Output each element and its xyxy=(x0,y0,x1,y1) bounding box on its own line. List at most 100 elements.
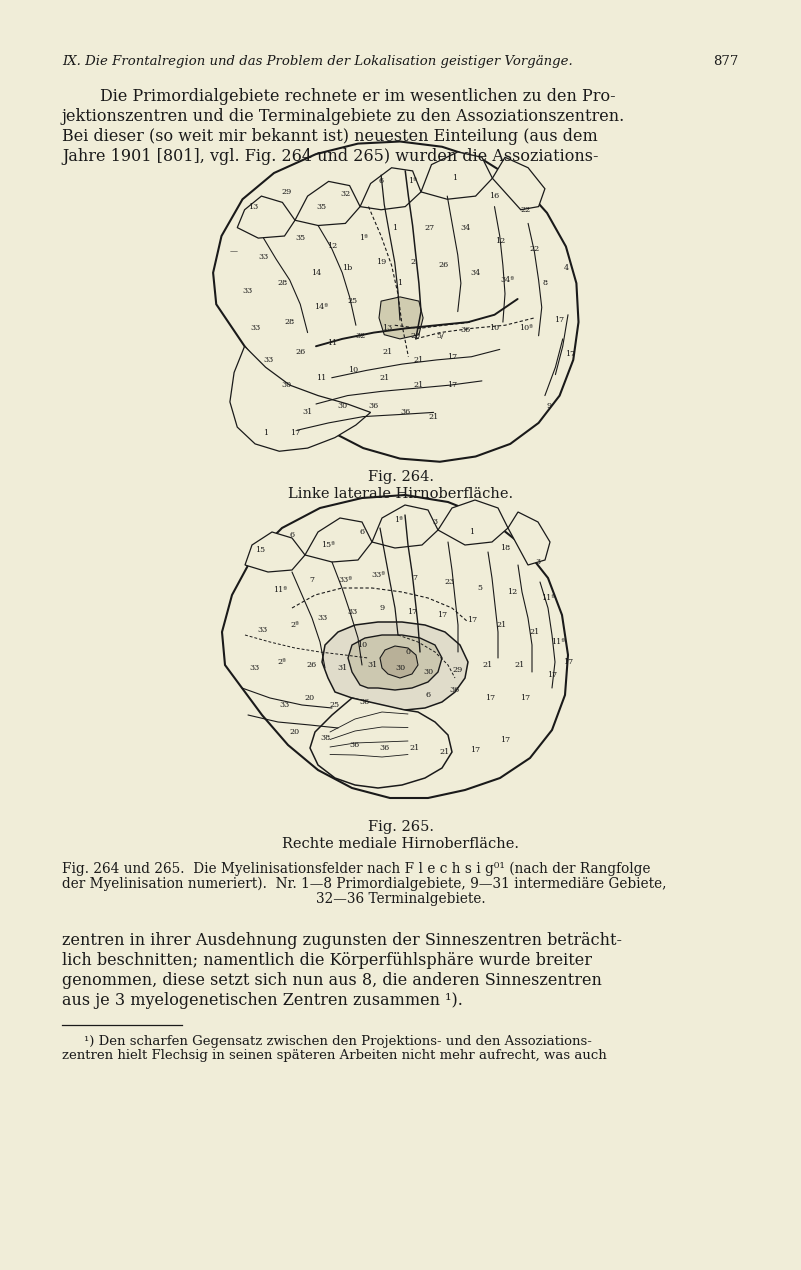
Text: 10: 10 xyxy=(348,367,358,375)
Text: aus je 3 myelogenetischen Zentren zusammen ¹).: aus je 3 myelogenetischen Zentren zusamm… xyxy=(62,992,463,1008)
Text: 21: 21 xyxy=(497,621,507,629)
Text: 21: 21 xyxy=(379,373,389,382)
Text: 36: 36 xyxy=(368,403,379,410)
Text: 32: 32 xyxy=(340,190,351,198)
Text: 18: 18 xyxy=(500,544,510,552)
Text: 22: 22 xyxy=(529,245,540,253)
Text: 32—36 Terminalgebiete.: 32—36 Terminalgebiete. xyxy=(316,892,485,906)
Text: 5: 5 xyxy=(477,584,482,592)
Text: 14ª: 14ª xyxy=(314,304,328,311)
Text: 15: 15 xyxy=(255,546,265,554)
Polygon shape xyxy=(438,500,508,545)
Text: 29: 29 xyxy=(281,188,292,196)
Text: 6: 6 xyxy=(289,531,295,538)
Text: 38: 38 xyxy=(320,734,330,742)
Text: 33: 33 xyxy=(317,613,327,622)
Text: 33: 33 xyxy=(257,626,267,634)
Text: —: — xyxy=(230,248,238,255)
Text: 11: 11 xyxy=(327,339,337,347)
Polygon shape xyxy=(295,182,360,226)
Text: 17: 17 xyxy=(500,737,510,744)
Text: Linke laterale Hirnoberfläche.: Linke laterale Hirnoberfläche. xyxy=(288,486,513,500)
Text: 33ª: 33ª xyxy=(338,577,352,584)
Text: 28: 28 xyxy=(284,318,295,326)
Text: 31: 31 xyxy=(337,664,347,672)
Text: 17: 17 xyxy=(563,658,573,665)
Text: 17: 17 xyxy=(467,616,477,624)
Text: 9: 9 xyxy=(546,403,552,410)
Text: 17: 17 xyxy=(565,349,575,358)
Text: 21: 21 xyxy=(483,660,493,669)
Text: 29: 29 xyxy=(453,665,463,674)
Text: 33: 33 xyxy=(250,664,260,672)
Text: 6: 6 xyxy=(425,691,431,698)
Text: 33: 33 xyxy=(264,356,274,364)
Text: 17: 17 xyxy=(437,611,447,618)
Text: 1: 1 xyxy=(452,174,457,183)
Text: genommen, diese setzt sich nun aus 8, die anderen Sinneszentren: genommen, diese setzt sich nun aus 8, di… xyxy=(62,972,602,989)
Text: 1: 1 xyxy=(469,528,474,536)
Polygon shape xyxy=(380,646,418,678)
Text: 30: 30 xyxy=(281,381,292,389)
Text: 26: 26 xyxy=(439,262,449,269)
Text: 17: 17 xyxy=(448,381,457,389)
Text: 1: 1 xyxy=(392,224,397,231)
Text: 25: 25 xyxy=(348,297,358,305)
Text: 27: 27 xyxy=(425,224,434,231)
Text: 36: 36 xyxy=(360,698,370,706)
Text: zentren in ihrer Ausdehnung zugunsten der Sinneszentren beträcht-: zentren in ihrer Ausdehnung zugunsten de… xyxy=(62,932,622,949)
Text: 12: 12 xyxy=(327,243,337,250)
Text: 33: 33 xyxy=(243,287,253,295)
Text: 30: 30 xyxy=(423,668,433,676)
Text: Jahre 1901 [801], vgl. Fig. 264 und 265) wurden die Assoziations-: Jahre 1901 [801], vgl. Fig. 264 und 265)… xyxy=(62,149,598,165)
Text: 19: 19 xyxy=(376,258,386,267)
Text: 20: 20 xyxy=(411,331,421,340)
Text: Rechte mediale Hirnoberfläche.: Rechte mediale Hirnoberfläche. xyxy=(282,837,519,851)
Text: 36: 36 xyxy=(400,409,410,417)
Text: 21: 21 xyxy=(410,744,421,752)
Text: Bei dieser (so weit mir bekannt ist) neuesten Einteilung (aus dem: Bei dieser (so weit mir bekannt ist) neu… xyxy=(62,128,598,145)
Text: 8: 8 xyxy=(542,279,547,287)
Text: 9: 9 xyxy=(380,605,384,612)
Text: 17: 17 xyxy=(547,671,557,679)
Polygon shape xyxy=(237,196,295,237)
Text: 1ª: 1ª xyxy=(409,178,417,185)
Text: 33: 33 xyxy=(250,324,260,333)
Text: 13: 13 xyxy=(248,203,258,211)
Polygon shape xyxy=(322,622,468,710)
Text: 21: 21 xyxy=(515,660,525,669)
Text: Die Primordialgebiete rechnete er im wesentlichen zu den Pro-: Die Primordialgebiete rechnete er im wes… xyxy=(100,88,616,105)
Text: 1: 1 xyxy=(263,429,268,437)
Polygon shape xyxy=(493,157,545,210)
Polygon shape xyxy=(348,635,442,690)
Text: Fig. 264 und 265.  Die Myelinisationsfelder nach F l e c h s i g⁰¹ (nach der Ran: Fig. 264 und 265. Die Myelinisationsfeld… xyxy=(62,862,650,876)
Text: 34: 34 xyxy=(460,224,470,231)
Text: 31: 31 xyxy=(303,409,312,417)
Polygon shape xyxy=(245,532,305,572)
Polygon shape xyxy=(310,698,452,787)
Text: der Myelinisation numeriert).  Nr. 1—8 Primordialgebiete, 9—31 intermediäre Gebi: der Myelinisation numeriert). Nr. 1—8 Pr… xyxy=(62,878,666,892)
Text: 2ª: 2ª xyxy=(278,658,287,665)
Text: 15ª: 15ª xyxy=(321,541,335,549)
Text: 3: 3 xyxy=(433,518,437,526)
Text: 4: 4 xyxy=(563,263,569,272)
Polygon shape xyxy=(230,347,371,451)
Text: 17: 17 xyxy=(290,429,300,437)
Text: 33ª: 33ª xyxy=(371,572,385,579)
Text: 12: 12 xyxy=(507,588,517,596)
Text: 7: 7 xyxy=(413,574,417,582)
Text: jektionszentren und die Terminalgebiete zu den Assoziationszentren.: jektionszentren und die Terminalgebiete … xyxy=(62,108,626,124)
Text: 2: 2 xyxy=(410,258,415,267)
Polygon shape xyxy=(372,505,438,547)
Text: 36: 36 xyxy=(350,740,360,749)
Text: 14: 14 xyxy=(311,269,321,277)
Text: 33: 33 xyxy=(280,701,290,709)
Text: 1: 1 xyxy=(397,279,403,287)
Text: zentren hielt Flechsig in seinen späteren Arbeiten nicht mehr aufrecht, was auch: zentren hielt Flechsig in seinen spätere… xyxy=(62,1049,606,1062)
Text: 1b: 1b xyxy=(342,263,352,272)
Text: 33: 33 xyxy=(347,608,357,616)
Text: 30: 30 xyxy=(395,664,405,672)
Polygon shape xyxy=(360,168,421,210)
Polygon shape xyxy=(379,297,423,339)
Text: Fig. 265.: Fig. 265. xyxy=(368,820,433,834)
